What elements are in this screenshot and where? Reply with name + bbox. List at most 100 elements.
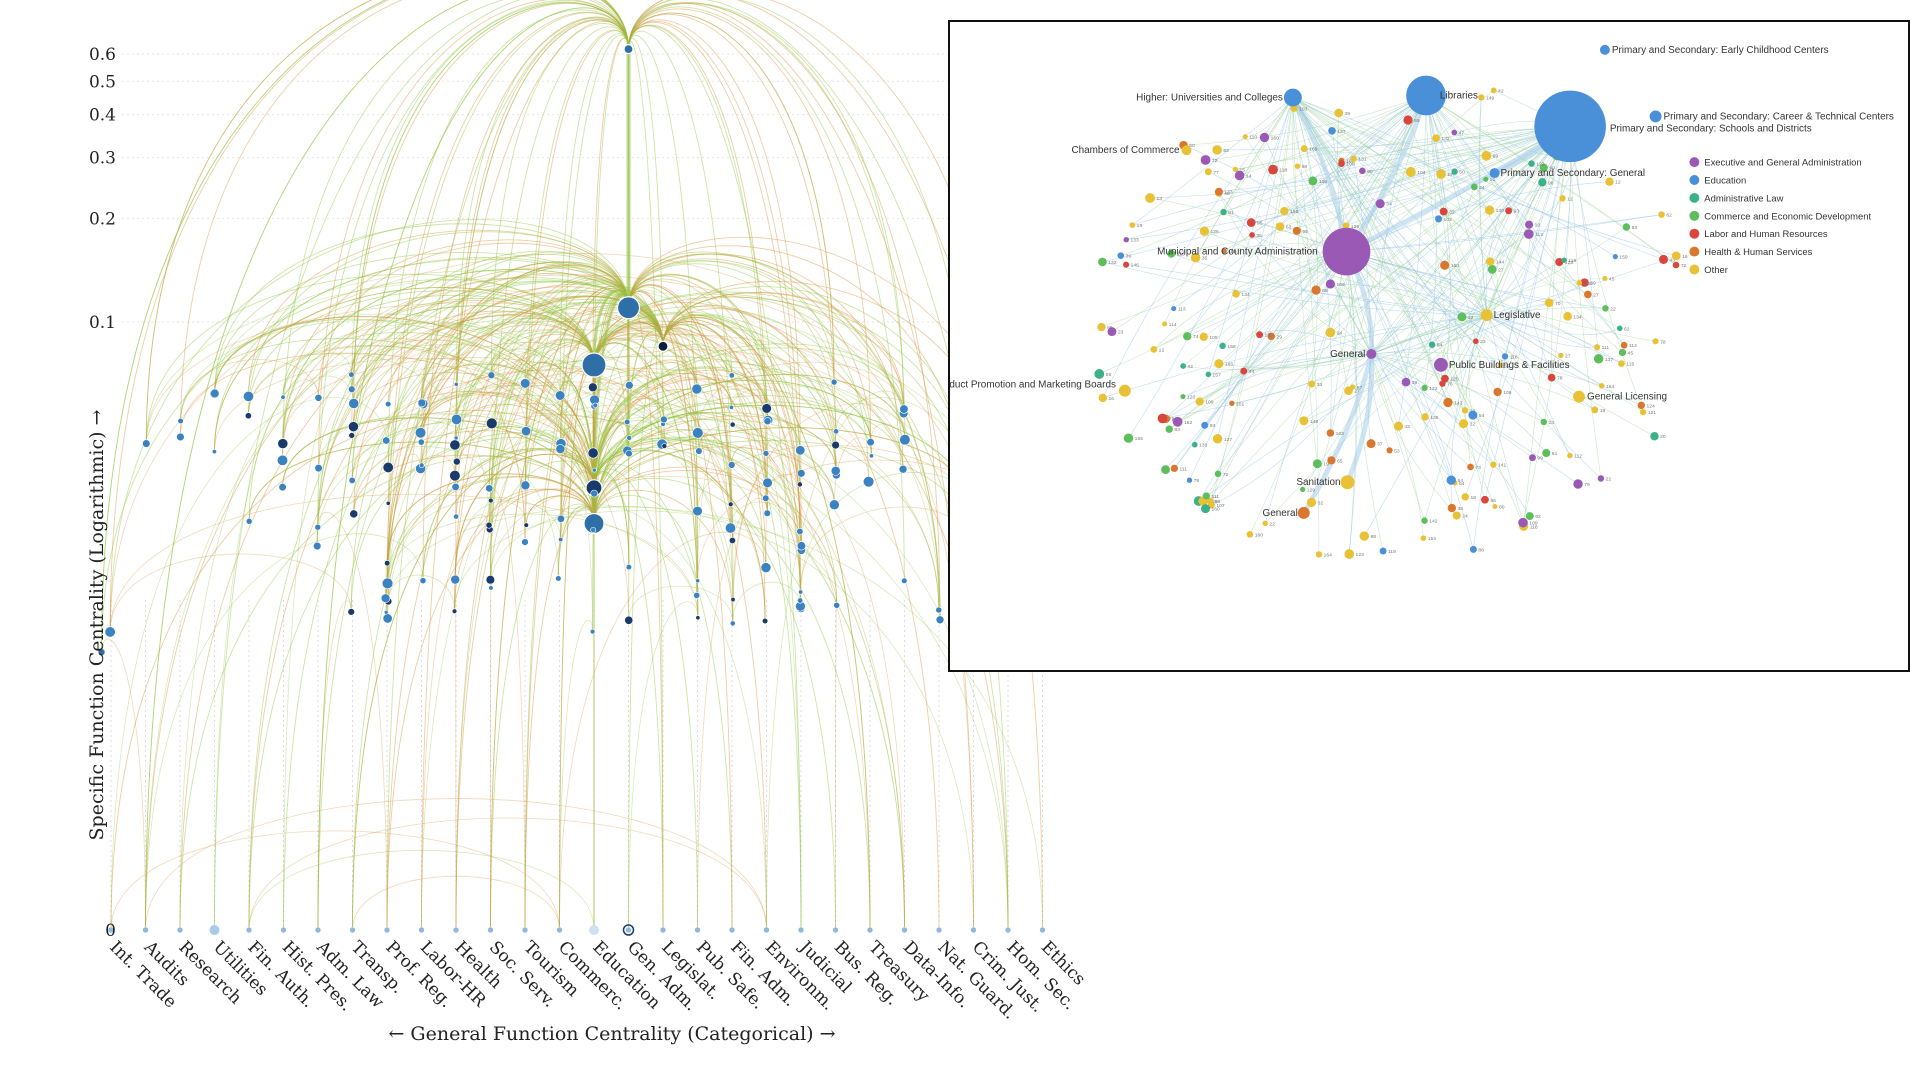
network-node bbox=[1421, 384, 1428, 391]
node bbox=[245, 926, 253, 934]
node bbox=[451, 608, 458, 614]
network-node-id: 32 bbox=[1318, 500, 1324, 506]
network-node-id: 79 bbox=[1584, 482, 1590, 488]
network-node bbox=[1524, 229, 1534, 239]
y-axis-title: Specific Function Centrality (Logarithmi… bbox=[86, 409, 108, 840]
node bbox=[692, 505, 703, 517]
network-node-id: 52 bbox=[1223, 148, 1229, 154]
edge-arc bbox=[145, 302, 837, 476]
network-node bbox=[1327, 456, 1336, 465]
network-node bbox=[1200, 155, 1211, 165]
network-edge bbox=[1480, 210, 1509, 316]
edge-arc bbox=[455, 306, 837, 476]
edge-arc bbox=[628, 290, 733, 931]
network-node bbox=[1342, 222, 1350, 230]
edge-arc bbox=[421, 21, 629, 931]
network-node bbox=[1461, 407, 1469, 414]
edge-arc bbox=[214, 270, 837, 476]
network-node-id: 96 bbox=[1490, 498, 1496, 504]
network-node-id: 23 bbox=[1548, 420, 1554, 426]
edge-arc bbox=[387, 574, 455, 612]
x-axis-title: ← General Function Centrality (Categoric… bbox=[388, 1023, 835, 1045]
legend-label: Health & Human Services bbox=[1704, 247, 1812, 258]
edge-arc bbox=[489, 339, 595, 530]
network-node bbox=[1294, 163, 1301, 169]
edge-arc bbox=[525, 495, 595, 526]
network-node-id: 22 bbox=[1606, 476, 1612, 482]
network-edge bbox=[1102, 314, 1487, 399]
node bbox=[314, 393, 323, 402]
network-node bbox=[1199, 226, 1210, 236]
edge-arc bbox=[454, 489, 595, 612]
edge-arc bbox=[422, 363, 595, 488]
node bbox=[487, 371, 496, 380]
network-node-id: 160 bbox=[1255, 532, 1264, 538]
network-edge bbox=[1371, 282, 1585, 355]
node bbox=[659, 926, 667, 934]
network-hub-node bbox=[1480, 309, 1493, 322]
network-edge bbox=[1292, 97, 1494, 465]
network-node bbox=[1232, 290, 1240, 298]
network-node-id: 64 bbox=[1457, 478, 1463, 484]
node bbox=[488, 497, 494, 504]
node bbox=[385, 500, 391, 506]
edge-arc bbox=[593, 366, 769, 488]
node bbox=[210, 388, 220, 399]
edge-arc bbox=[662, 296, 941, 620]
network-node bbox=[1267, 332, 1276, 341]
network-node-id: 99 bbox=[1537, 456, 1543, 462]
legend-swatch bbox=[1689, 264, 1700, 275]
node bbox=[762, 494, 770, 502]
node bbox=[383, 926, 391, 934]
edge-arc bbox=[455, 302, 664, 487]
edge-arc bbox=[732, 403, 906, 600]
network-node-id: 16 bbox=[1682, 254, 1688, 260]
network-node bbox=[1234, 170, 1245, 181]
edge-arc bbox=[628, 336, 664, 931]
edge-arc bbox=[387, 11, 629, 584]
network-node-id: 78 bbox=[1660, 339, 1666, 345]
network-edge bbox=[1174, 251, 1347, 469]
hub-node bbox=[657, 340, 669, 352]
node bbox=[485, 484, 494, 493]
network-node bbox=[1299, 416, 1309, 426]
network-node bbox=[1459, 419, 1469, 429]
edge-arc bbox=[455, 17, 629, 385]
node bbox=[555, 575, 562, 582]
network-node-id: 19 bbox=[1600, 408, 1606, 414]
node bbox=[348, 371, 355, 378]
network-node-label: General Licensing bbox=[1587, 392, 1667, 403]
edge-arc bbox=[626, 378, 769, 423]
network-node-id: 127 bbox=[1337, 129, 1346, 135]
edge-arc bbox=[765, 501, 768, 568]
edge-arc bbox=[387, 9, 629, 468]
network-hub-node bbox=[1534, 90, 1606, 163]
node bbox=[901, 577, 908, 584]
network-edge bbox=[1251, 126, 1571, 223]
network-node bbox=[1484, 205, 1495, 215]
hub-node bbox=[581, 352, 607, 378]
edge-arc bbox=[628, 260, 870, 482]
edge-arc bbox=[317, 600, 352, 931]
network-node bbox=[1249, 232, 1255, 238]
network-edge bbox=[1173, 95, 1427, 309]
node bbox=[660, 415, 668, 424]
edge-arc bbox=[353, 310, 595, 427]
network-node bbox=[1593, 344, 1601, 351]
network-edge bbox=[1280, 126, 1571, 227]
edge-arc bbox=[282, 353, 491, 530]
network-node bbox=[1123, 236, 1129, 243]
network-node-id: 131 bbox=[1358, 157, 1367, 163]
node bbox=[833, 601, 841, 609]
network-node bbox=[1478, 94, 1485, 101]
edge-arc bbox=[385, 506, 838, 613]
node bbox=[520, 480, 531, 491]
node bbox=[142, 926, 149, 934]
network-node bbox=[1212, 145, 1222, 155]
edge-arc bbox=[214, 357, 628, 452]
edge-arc bbox=[180, 359, 319, 421]
edge-arc bbox=[454, 501, 527, 580]
network-node-id: 123 bbox=[1536, 162, 1545, 168]
network-node bbox=[1435, 215, 1443, 223]
network-edge bbox=[1486, 314, 1644, 413]
